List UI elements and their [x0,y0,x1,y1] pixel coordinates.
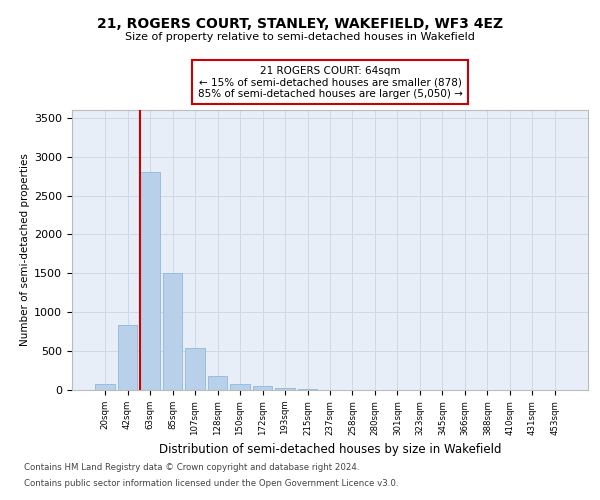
Text: Contains public sector information licensed under the Open Government Licence v3: Contains public sector information licen… [24,478,398,488]
Bar [185,348,205,390]
Text: 21 ROGERS COURT: 64sqm
← 15% of semi-detached houses are smaller (878)
85% of se: 21 ROGERS COURT: 64sqm ← 15% of semi-det… [197,66,463,99]
Bar [253,386,272,390]
Bar [95,384,115,390]
Bar [208,376,227,390]
Bar [163,274,182,390]
X-axis label: Distribution of semi-detached houses by size in Wakefield: Distribution of semi-detached houses by … [159,443,501,456]
Text: Contains HM Land Registry data © Crown copyright and database right 2024.: Contains HM Land Registry data © Crown c… [24,464,359,472]
Bar [118,326,137,390]
Text: Size of property relative to semi-detached houses in Wakefield: Size of property relative to semi-detach… [125,32,475,42]
Bar [275,388,295,390]
Bar [140,172,160,390]
Text: 21, ROGERS COURT, STANLEY, WAKEFIELD, WF3 4EZ: 21, ROGERS COURT, STANLEY, WAKEFIELD, WF… [97,18,503,32]
Bar [298,389,317,390]
Y-axis label: Number of semi-detached properties: Number of semi-detached properties [20,154,30,346]
Bar [230,384,250,390]
